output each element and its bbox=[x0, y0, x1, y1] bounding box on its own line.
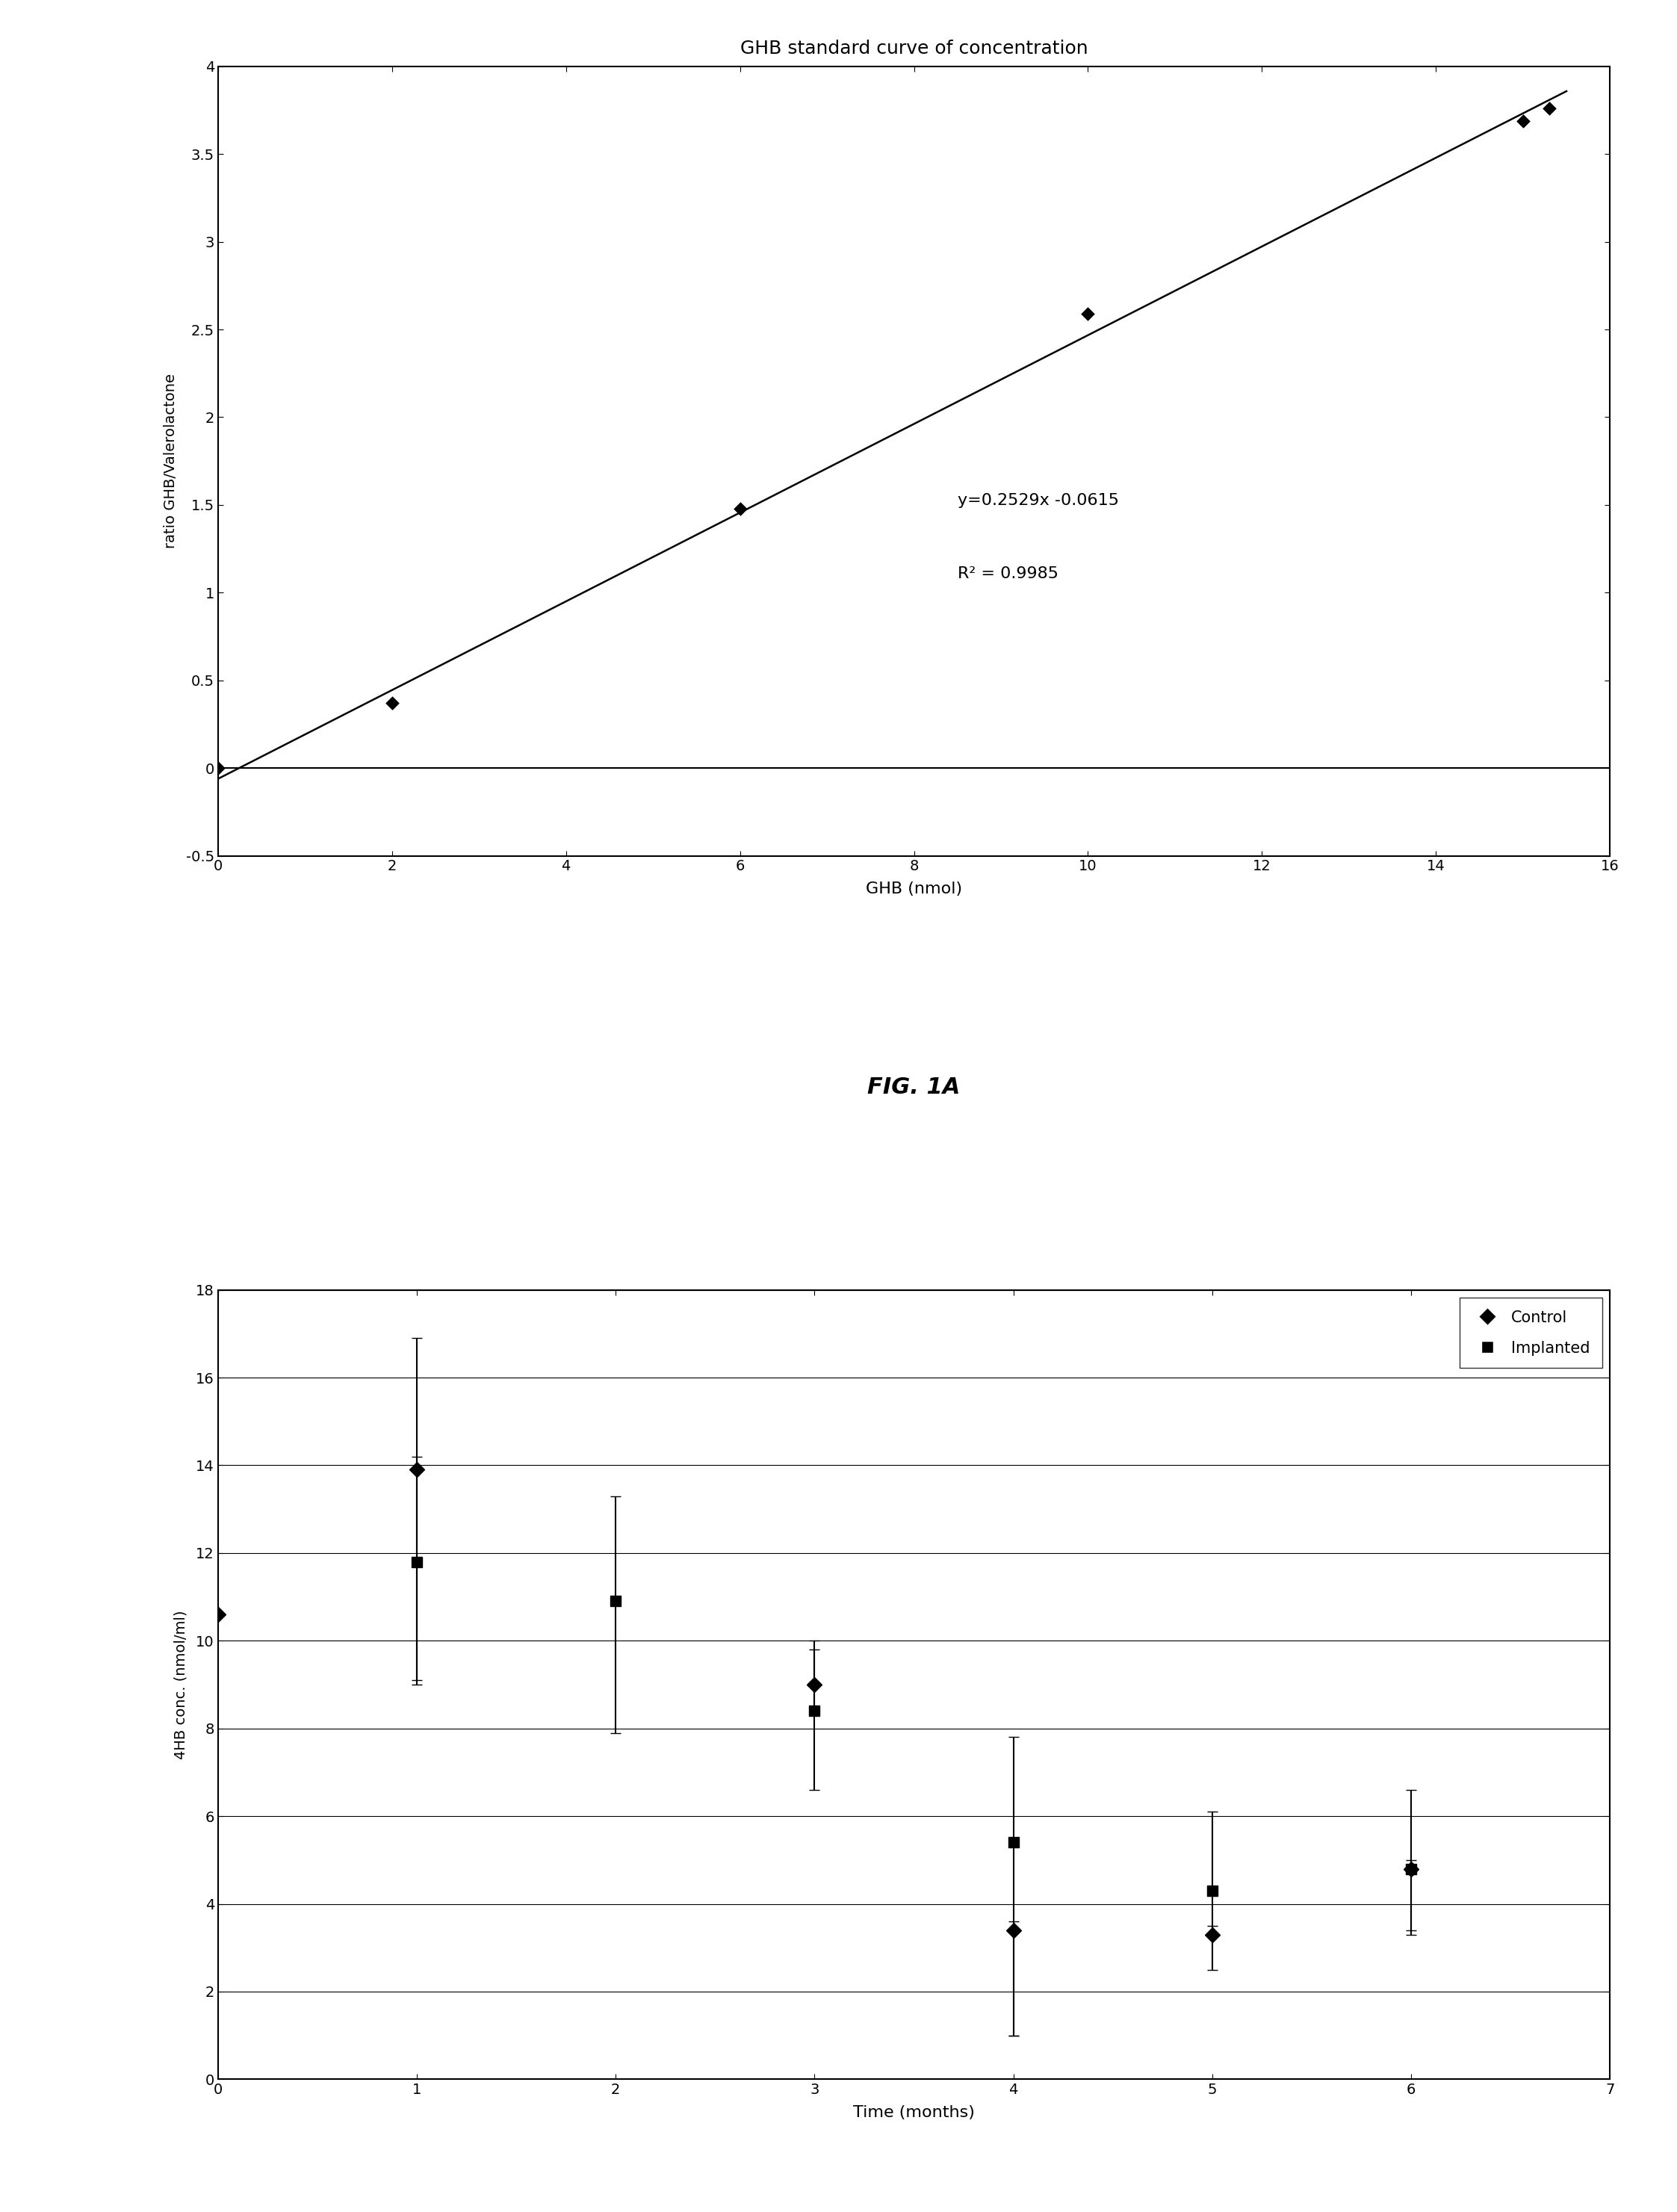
Title: GHB standard curve of concentration: GHB standard curve of concentration bbox=[740, 40, 1088, 58]
Point bbox=[726, 491, 753, 526]
Legend: Control, Implanted: Control, Implanted bbox=[1459, 1298, 1602, 1367]
Point bbox=[205, 750, 231, 785]
Y-axis label: ratio GHB/Valerolactone: ratio GHB/Valerolactone bbox=[163, 374, 178, 549]
Text: y=0.2529x -0.0615: y=0.2529x -0.0615 bbox=[958, 493, 1119, 509]
X-axis label: Time (months): Time (months) bbox=[854, 2106, 974, 2121]
Point bbox=[1509, 104, 1536, 139]
Point bbox=[1536, 91, 1563, 126]
Text: FIG. 1A: FIG. 1A bbox=[867, 1077, 961, 1099]
Point bbox=[1075, 296, 1102, 332]
Y-axis label: 4HB conc. (nmol/ml): 4HB conc. (nmol/ml) bbox=[173, 1610, 188, 1759]
Point bbox=[379, 686, 406, 721]
Text: R² = 0.9985: R² = 0.9985 bbox=[958, 566, 1058, 582]
X-axis label: GHB (nmol): GHB (nmol) bbox=[865, 883, 963, 896]
